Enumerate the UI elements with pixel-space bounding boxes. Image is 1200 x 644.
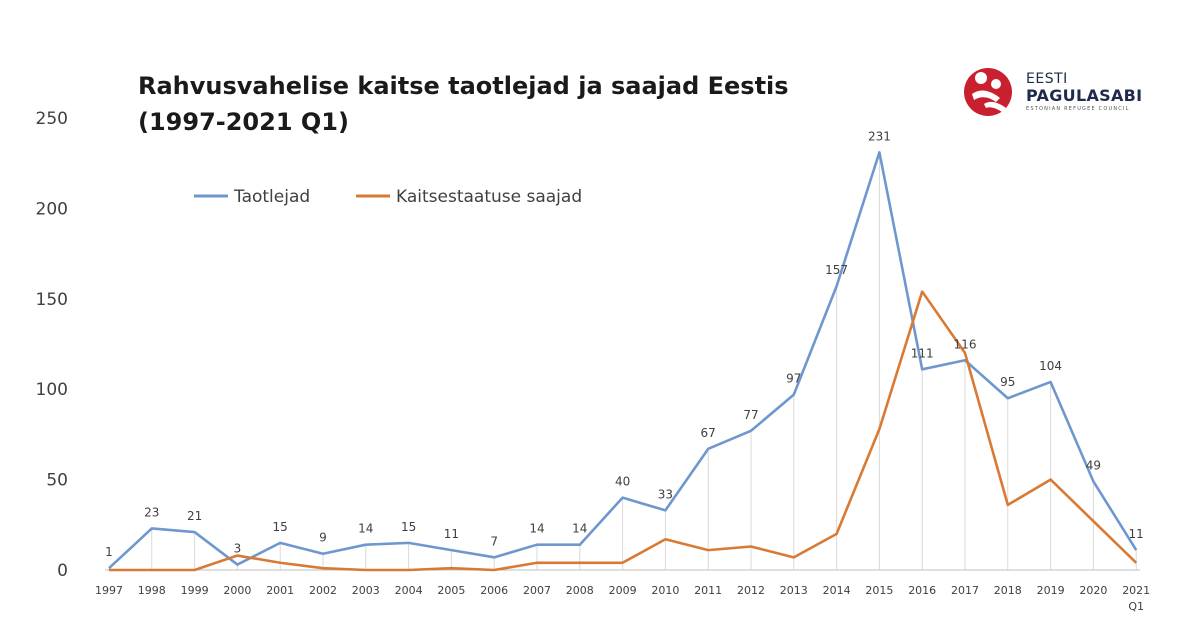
x-tick-label: 2019	[1037, 584, 1065, 597]
legend-label: Kaitsestaatuse saajad	[396, 187, 582, 207]
x-tick-label: 2010	[651, 584, 679, 597]
x-tick-label: 2014	[823, 584, 851, 597]
legend-label: Taotlejad	[233, 187, 310, 207]
data-label: 14	[529, 522, 544, 536]
data-label: 1	[105, 545, 113, 559]
y-axis: 0 50 100 150 200 250	[36, 109, 68, 581]
data-label: 9	[319, 531, 327, 545]
x-tick-label: 2012	[737, 584, 765, 597]
y-tick-label: 250	[36, 109, 68, 129]
x-tick-label: 2006	[480, 584, 508, 597]
x-tick-label: 2011	[694, 584, 722, 597]
y-tick-label: 200	[36, 199, 68, 219]
logo-text-line2: PAGULASABI	[1026, 86, 1143, 105]
x-axis: 1997 1998 1999 2000 2001 2002 2003 2004 2005 2006…	[95, 569, 1150, 613]
x-tick-label: 2005	[437, 584, 465, 597]
x-tick-label: 2020	[1079, 584, 1107, 597]
x-tick-label: 1997	[95, 584, 123, 597]
data-label: 116	[954, 337, 977, 351]
data-label: 33	[658, 487, 673, 501]
data-label: 97	[786, 372, 801, 386]
data-label: 21	[187, 509, 202, 523]
x-tick-label: 2015	[865, 584, 893, 597]
chart-title: Rahvusvahelise kaitse taotlejad ja saaja…	[138, 68, 858, 140]
organization-logo: EESTI PAGULASABI ESTONIAN REFUGEE COUNCI…	[962, 64, 1162, 120]
drop-lines	[108, 152, 1137, 570]
data-label: 11	[1129, 527, 1144, 541]
x-tick-label: 2002	[309, 584, 337, 597]
x-tick-label: 1998	[138, 584, 166, 597]
x-tick-label: 2017	[951, 584, 979, 597]
x-tick-label-suffix: Q1	[1128, 600, 1144, 613]
data-label: 14	[358, 522, 373, 536]
legend-item-applicants: Taotlejad	[194, 187, 310, 207]
data-label: 15	[273, 520, 288, 534]
x-tick-label: 2008	[566, 584, 594, 597]
y-tick-label: 100	[36, 380, 68, 400]
chart-title-line2: (1997-2021 Q1)	[138, 108, 349, 136]
y-tick-label: 0	[57, 561, 68, 581]
data-label: 7	[490, 534, 498, 548]
data-label: 67	[701, 426, 716, 440]
data-label: 11	[444, 527, 459, 541]
x-tick-label: 2000	[223, 584, 251, 597]
x-tick-label: 2003	[352, 584, 380, 597]
data-label: 15	[401, 520, 416, 534]
data-label: 40	[615, 475, 630, 489]
data-label: 3	[234, 542, 242, 556]
series-line-applicants	[108, 151, 1138, 570]
logo-text-line1: EESTI	[1026, 71, 1068, 87]
x-tick-label: 2001	[266, 584, 294, 597]
data-label: 231	[868, 129, 891, 143]
data-label: 14	[572, 522, 587, 536]
refugee-council-logo-icon	[964, 68, 1012, 116]
data-label: 77	[743, 408, 758, 422]
data-label: 95	[1000, 375, 1015, 389]
x-tick-label: 2009	[609, 584, 637, 597]
y-tick-label: 50	[46, 471, 68, 491]
x-tick-label: 2021	[1122, 584, 1150, 597]
x-tick-label: 2016	[908, 584, 936, 597]
data-label: 157	[825, 263, 848, 277]
series-lines	[108, 151, 1138, 572]
x-tick-label: 2018	[994, 584, 1022, 597]
data-label: 104	[1039, 359, 1062, 373]
data-label: 111	[911, 346, 934, 360]
x-tick-label: 2004	[395, 584, 423, 597]
x-tick-label: 1999	[181, 584, 209, 597]
x-tick-label: 2013	[780, 584, 808, 597]
legend-item-recipients: Kaitsestaatuse saajad	[356, 187, 582, 207]
data-label: 49	[1086, 458, 1101, 472]
data-label: 23	[144, 505, 159, 519]
x-tick-label: 2007	[523, 584, 551, 597]
y-tick-label: 150	[36, 290, 68, 310]
chart-title-line1: Rahvusvahelise kaitse taotlejad ja saaja…	[138, 72, 789, 100]
series-line-recipients	[109, 290, 1138, 572]
logo-text-line3: ESTONIAN REFUGEE COUNCIL	[1026, 106, 1130, 112]
legend: Taotlejad Kaitsestaatuse saajad	[194, 187, 582, 207]
